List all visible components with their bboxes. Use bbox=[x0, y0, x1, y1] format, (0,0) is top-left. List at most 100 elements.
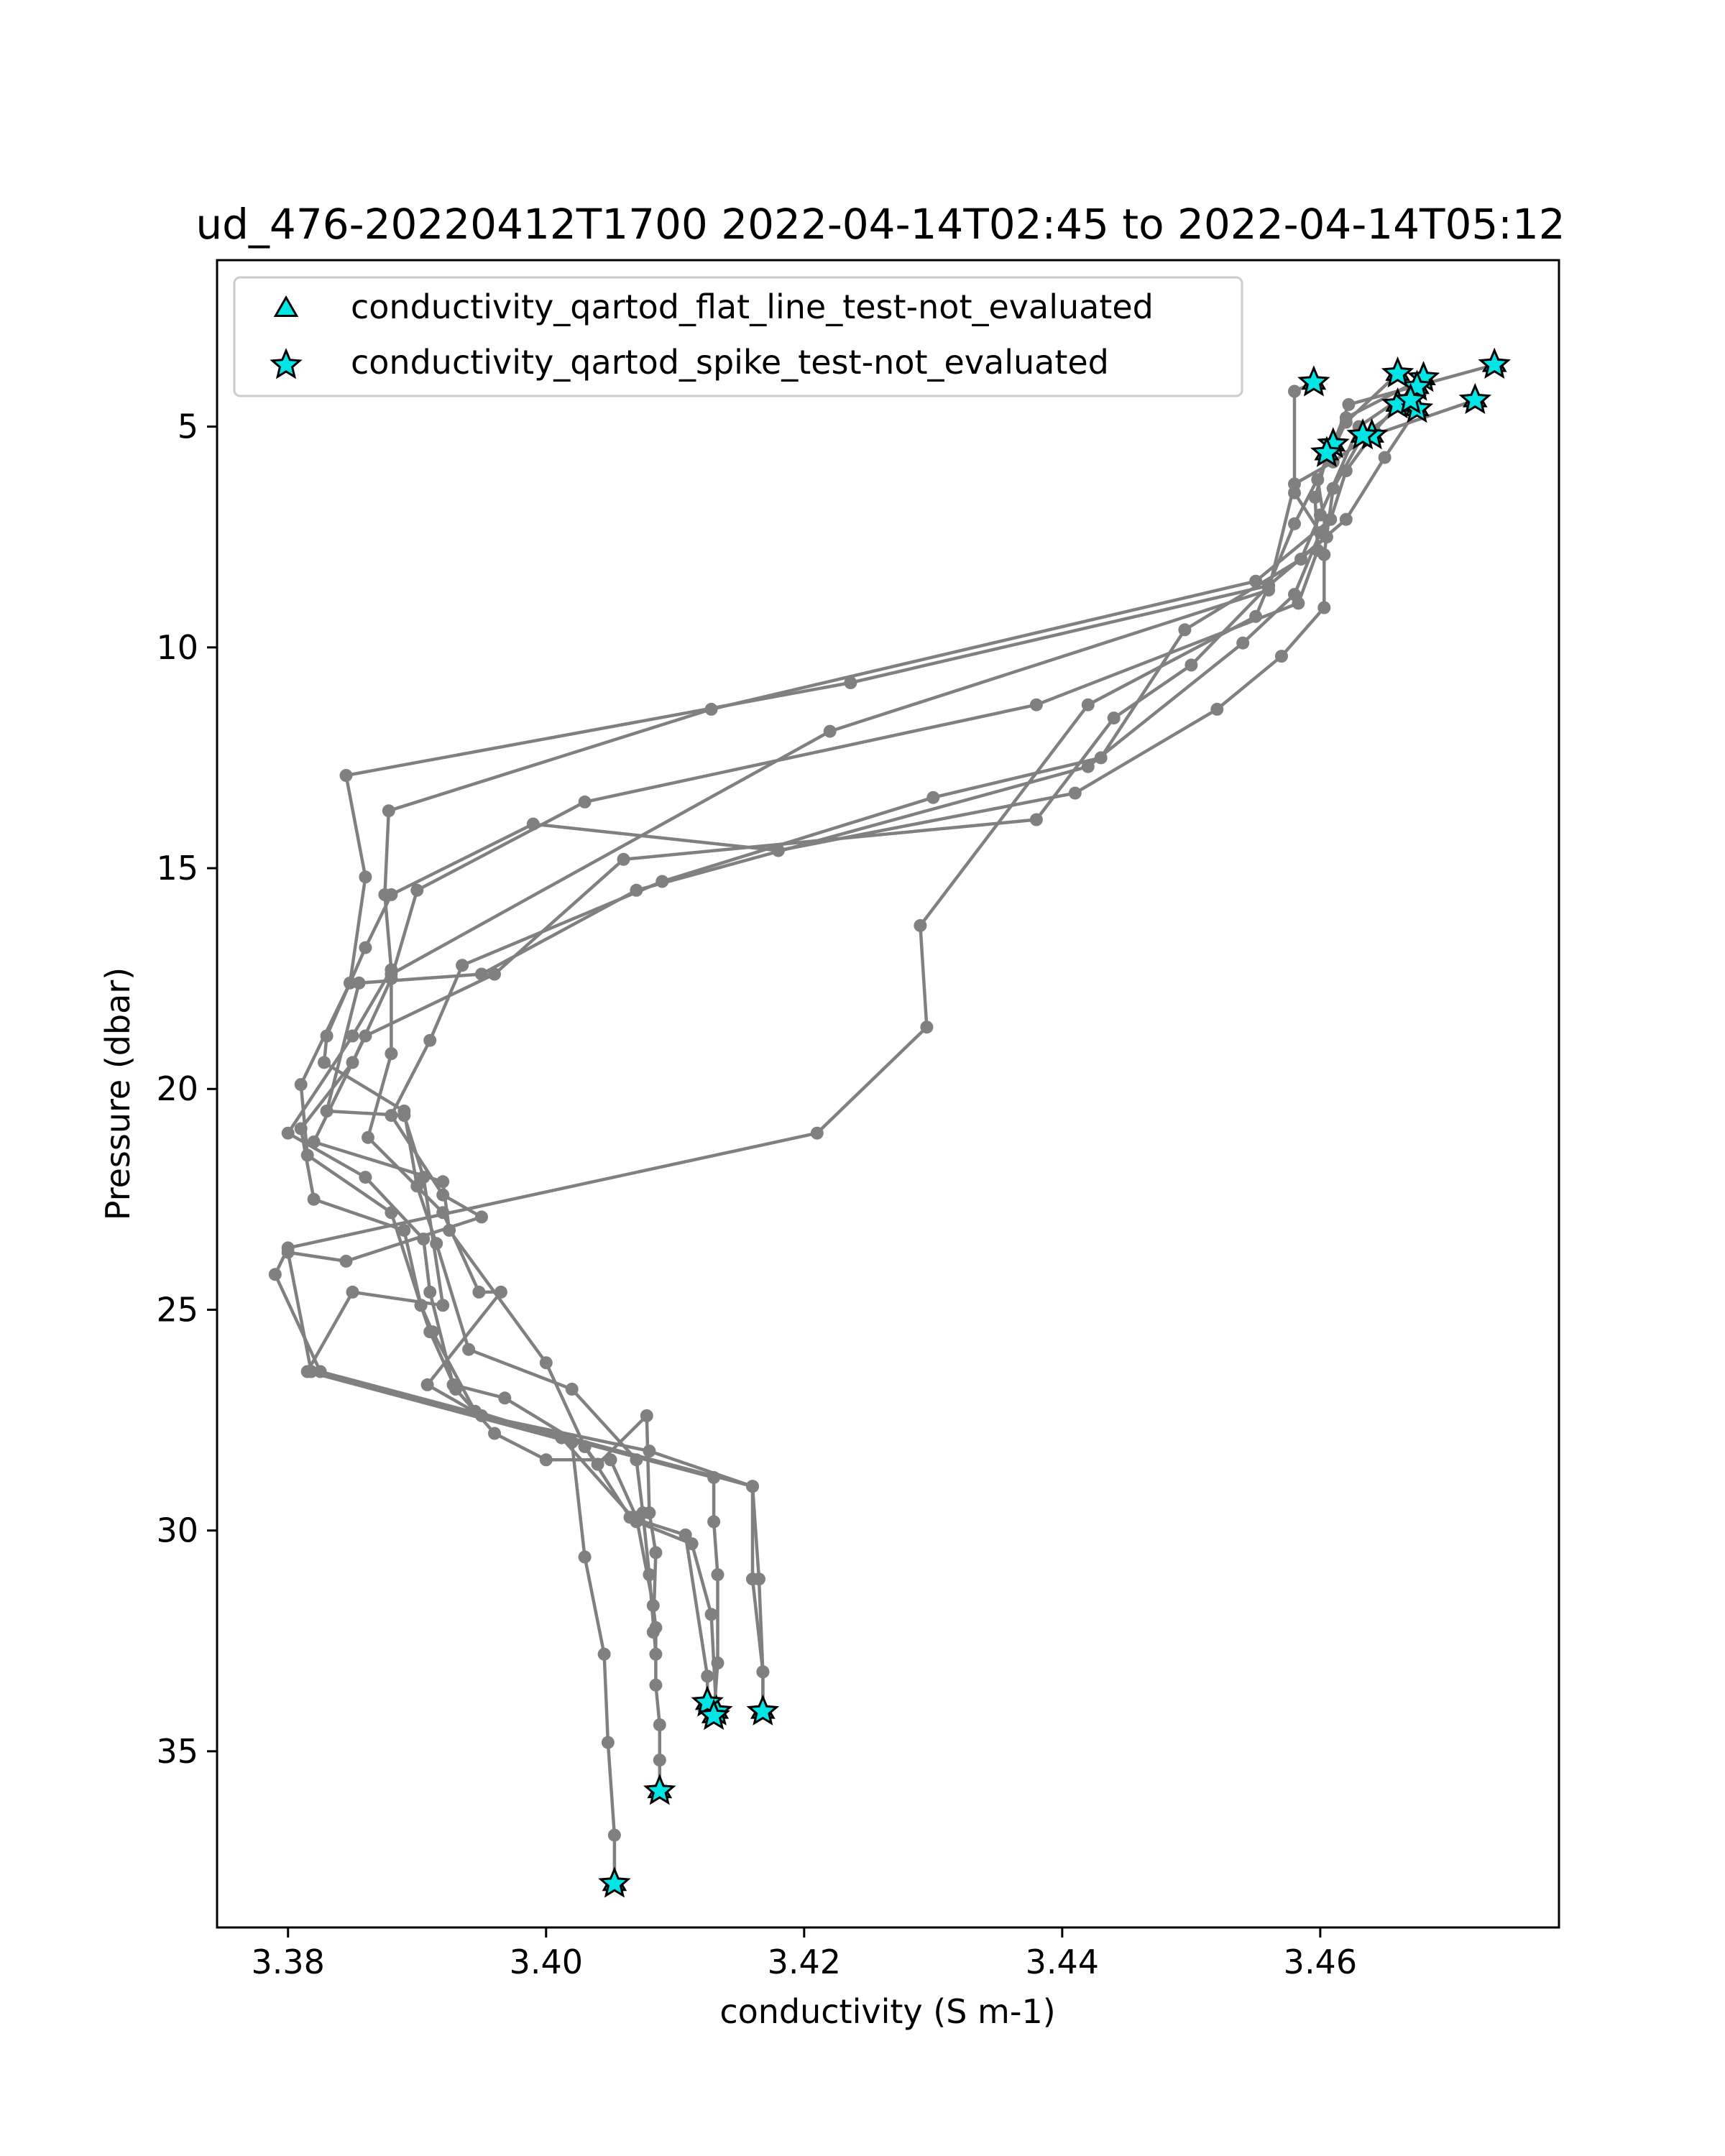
data-point bbox=[617, 852, 630, 866]
data-point bbox=[475, 1210, 488, 1224]
data-point bbox=[320, 1029, 334, 1043]
y-tick-label: 25 bbox=[156, 1290, 198, 1329]
data-point bbox=[578, 1439, 592, 1453]
data-point bbox=[926, 791, 940, 804]
data-point bbox=[307, 1135, 321, 1148]
data-point bbox=[704, 702, 718, 716]
spike-star-marker bbox=[1381, 356, 1414, 388]
data-point bbox=[281, 1126, 295, 1140]
data-point bbox=[359, 941, 372, 954]
data-point bbox=[565, 1383, 579, 1396]
spike-star-marker bbox=[598, 1866, 631, 1898]
data-point bbox=[1184, 658, 1198, 672]
plot-frame bbox=[216, 259, 1560, 1929]
data-point bbox=[844, 676, 857, 689]
data-point bbox=[701, 1669, 714, 1683]
profile-line bbox=[286, 385, 1418, 1716]
data-point bbox=[565, 1435, 579, 1449]
data-point bbox=[362, 1130, 374, 1144]
y-tick-label: 30 bbox=[156, 1511, 198, 1550]
data-point bbox=[420, 1378, 434, 1391]
data-point bbox=[649, 1678, 663, 1692]
data-point bbox=[268, 1268, 282, 1281]
data-point bbox=[607, 1828, 621, 1842]
data-point bbox=[346, 1029, 359, 1043]
data-point bbox=[810, 1126, 824, 1140]
data-point bbox=[526, 817, 540, 831]
profile-1 bbox=[294, 358, 1501, 1718]
profile-2 bbox=[281, 393, 1482, 1710]
data-point bbox=[630, 1453, 643, 1467]
data-point bbox=[711, 1568, 724, 1582]
data-point bbox=[1029, 813, 1043, 826]
data-point bbox=[423, 1325, 437, 1339]
data-point bbox=[1326, 482, 1340, 495]
data-point bbox=[1249, 609, 1263, 623]
legend: conductivity_qartod_flat_line_test-not_e… bbox=[233, 276, 1243, 397]
profile-7 bbox=[300, 376, 1327, 1891]
data-point bbox=[382, 804, 395, 818]
data-point bbox=[539, 1453, 553, 1467]
spike-star-marker bbox=[746, 1694, 780, 1726]
spike-star-marker bbox=[1297, 365, 1330, 397]
data-point bbox=[1107, 711, 1121, 725]
spike-star-marker bbox=[1458, 382, 1492, 415]
data-point bbox=[359, 1171, 372, 1184]
data-point bbox=[352, 976, 366, 990]
spike-star-marker bbox=[1394, 382, 1427, 415]
y-tick-label: 15 bbox=[156, 849, 198, 888]
data-point bbox=[1308, 490, 1322, 504]
data-point bbox=[746, 1480, 759, 1493]
data-point bbox=[1342, 397, 1356, 411]
data-point bbox=[643, 1568, 656, 1582]
spike-star-marker bbox=[697, 1698, 730, 1731]
profile-line bbox=[322, 398, 1412, 1654]
profile-line bbox=[299, 363, 1495, 1712]
data-point bbox=[430, 1237, 443, 1250]
data-point bbox=[578, 795, 592, 808]
data-point bbox=[1313, 526, 1327, 540]
data-point bbox=[294, 1122, 308, 1135]
data-point bbox=[307, 1192, 321, 1206]
data-point bbox=[1288, 517, 1301, 530]
profile-6 bbox=[268, 367, 1404, 1718]
data-point bbox=[1317, 601, 1331, 614]
profile-line bbox=[305, 381, 1322, 1884]
x-tick-label: 3.42 bbox=[768, 1943, 841, 1981]
data-point bbox=[449, 1383, 463, 1396]
data-point bbox=[601, 1736, 615, 1749]
data-point bbox=[410, 1179, 424, 1193]
data-point bbox=[1210, 702, 1224, 716]
data-point bbox=[653, 1718, 666, 1731]
profile-line bbox=[312, 407, 1419, 1633]
data-point bbox=[1317, 548, 1331, 561]
data-point bbox=[914, 918, 927, 932]
y-tick-label: 10 bbox=[156, 628, 198, 667]
x-tick-label: 3.44 bbox=[1026, 1943, 1099, 1981]
data-point bbox=[339, 1254, 353, 1268]
x-axis-label: conductivity (S m-1) bbox=[719, 1992, 1055, 2031]
data-point bbox=[640, 1409, 653, 1422]
data-point bbox=[423, 1033, 437, 1047]
data-point bbox=[281, 1241, 295, 1255]
legend-label-spike: conductivity_qartod_spike_test-not_evalu… bbox=[351, 343, 1109, 382]
data-point bbox=[385, 888, 398, 901]
data-point bbox=[339, 769, 353, 782]
data-point bbox=[1313, 508, 1327, 522]
spike-star-marker bbox=[1346, 418, 1379, 450]
spike-markers bbox=[598, 347, 1512, 1898]
data-point bbox=[1262, 579, 1276, 592]
plot-area bbox=[268, 347, 1512, 1898]
data-point bbox=[653, 1754, 666, 1767]
data-point bbox=[397, 1105, 411, 1118]
flat-line-markers bbox=[602, 350, 1507, 1892]
data-point bbox=[1288, 384, 1301, 398]
data-point bbox=[385, 972, 398, 985]
data-point bbox=[649, 1546, 663, 1560]
data-point bbox=[1288, 486, 1301, 499]
data-point bbox=[436, 1299, 450, 1312]
data-point bbox=[920, 1021, 934, 1034]
data-point bbox=[630, 883, 643, 897]
y-axis: 5 10 15 20 25 30 35 bbox=[156, 407, 217, 1771]
data-point bbox=[498, 1391, 512, 1405]
